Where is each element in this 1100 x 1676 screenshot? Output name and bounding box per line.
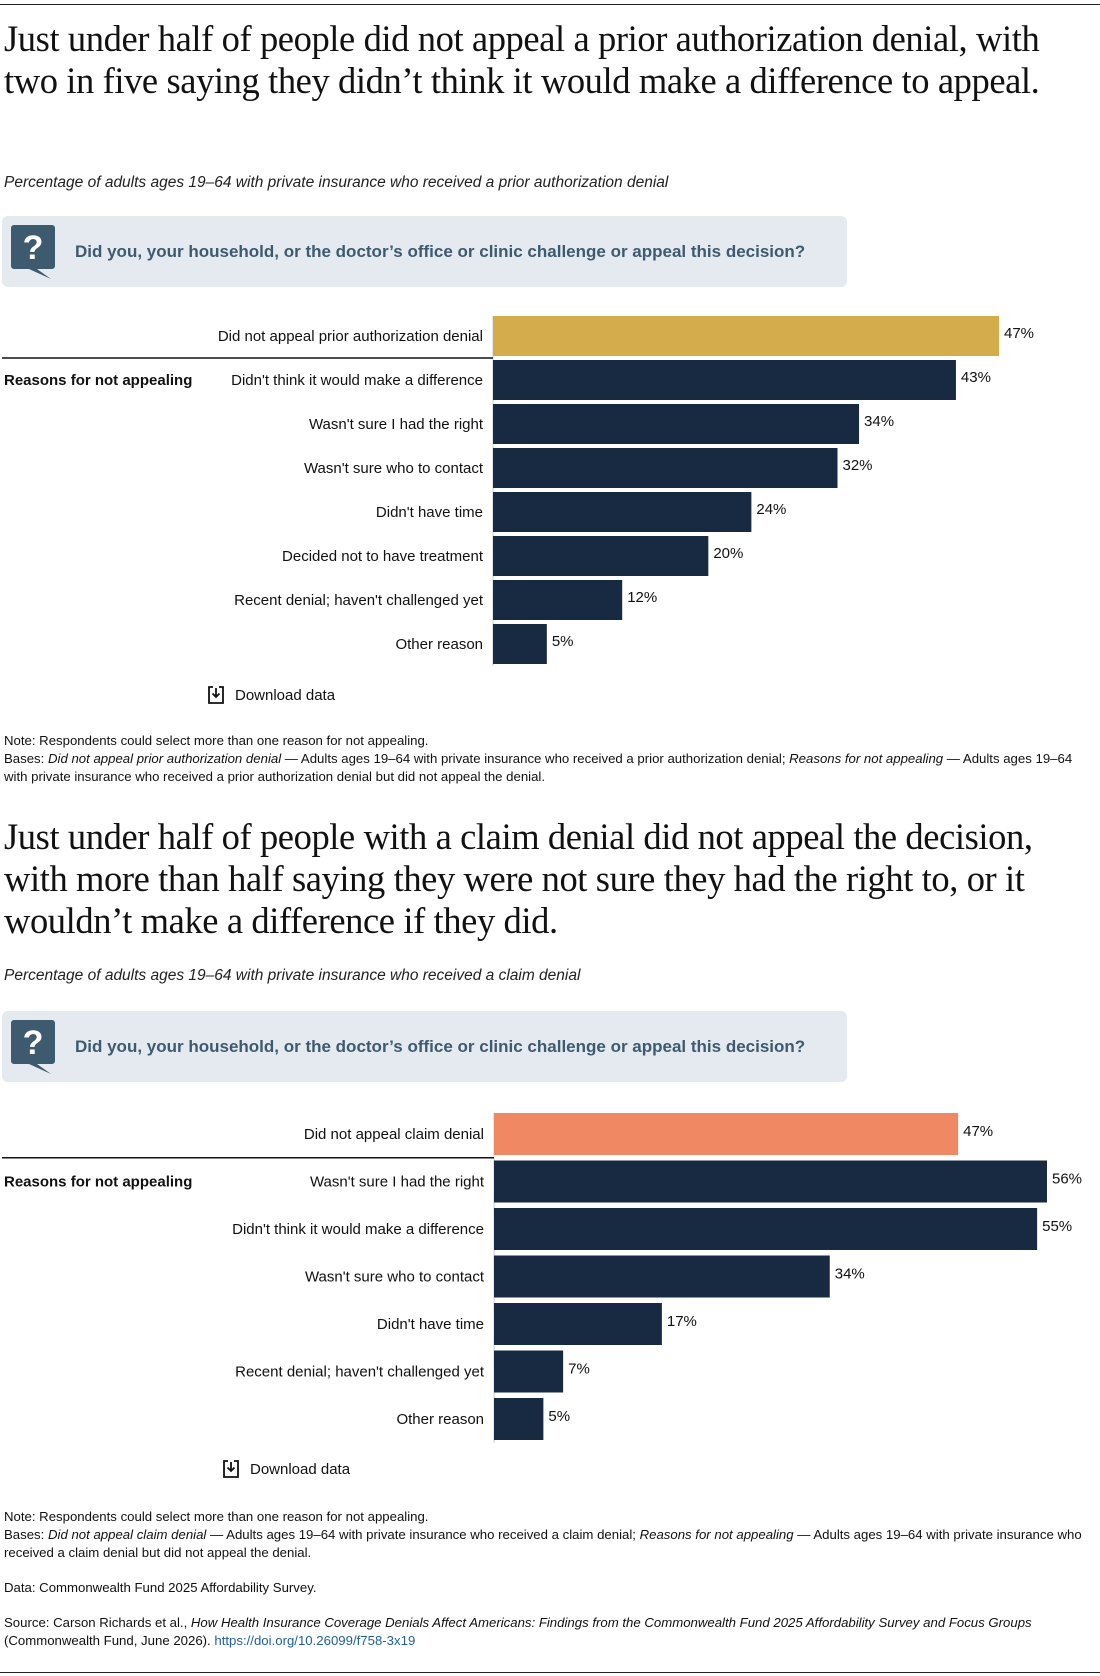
download-label: Download data xyxy=(250,1460,351,1478)
chart-svg: Did not appeal claim denial 47% Wasn't sur… xyxy=(2,1113,1082,1443)
value-label: 56% xyxy=(1052,1171,1082,1188)
value-label: 47% xyxy=(963,1123,993,1140)
question-text-1: Did you, your household, or the doctor’s… xyxy=(75,242,806,261)
bar xyxy=(494,1303,662,1345)
category-label: Did not appeal claim denial xyxy=(304,1126,484,1143)
source-citation: Source: Carson Richards et al., How Heal… xyxy=(4,1615,1032,1648)
download-label: Download data xyxy=(235,686,336,704)
bar xyxy=(493,536,709,576)
value-label: 5% xyxy=(548,1408,570,1425)
bar-chart-1: Did not appeal prior authorization denia… xyxy=(0,316,1100,676)
value-label: 12% xyxy=(627,589,657,606)
note-text: Note: Respondents could select more than… xyxy=(4,733,429,748)
headline-2: Just under half of people with a claim d… xyxy=(4,816,1033,941)
note-text: Note: Respondents could select more than… xyxy=(4,1509,429,1524)
bar-chart-2: Did not appeal claim denial 47% Wasn't sur… xyxy=(0,1113,1100,1453)
value-label: 20% xyxy=(713,545,743,562)
subtitle-1: Percentage of adults ages 19–64 with pri… xyxy=(4,174,669,191)
category-label: Didn't have time xyxy=(376,504,483,521)
value-label: 34% xyxy=(864,413,894,430)
category-label: Recent denial; haven't challenged yet xyxy=(235,1364,485,1381)
category-label: Wasn't sure I had the right xyxy=(309,416,484,433)
chart-svg: Did not appeal prior authorization denia… xyxy=(2,316,1034,666)
bar xyxy=(493,624,547,664)
bar-highlight xyxy=(493,316,999,356)
value-label: 24% xyxy=(756,501,786,518)
notes-1: Note: Respondents could select more than… xyxy=(4,732,1089,786)
category-label: Other reason xyxy=(395,636,483,653)
category-label: Wasn't sure who to contact xyxy=(305,1269,485,1286)
category-label: Didn't have time xyxy=(377,1316,484,1333)
download-data-button-2[interactable]: Download data xyxy=(222,1459,350,1479)
download-icon xyxy=(208,686,224,704)
download-data-button-1[interactable]: Download data xyxy=(207,685,335,705)
value-label: 47% xyxy=(1004,325,1034,342)
svg-text:?: ? xyxy=(23,229,44,267)
data-source-line: Data: Commonwealth Fund 2025 Affordabili… xyxy=(4,1580,317,1595)
bases-text: Bases: Did not appeal prior authorizatio… xyxy=(4,751,1073,784)
value-label: 43% xyxy=(961,369,991,386)
bar xyxy=(494,1350,564,1393)
bar xyxy=(493,580,623,620)
question-text-2: Did you, your household, or the doctor’s… xyxy=(75,1037,806,1056)
bases-text: Bases: Did not appeal claim denial — Adu… xyxy=(4,1527,1082,1560)
value-label: 17% xyxy=(667,1313,697,1330)
bottom-rule xyxy=(0,1672,1100,1673)
value-label: 55% xyxy=(1042,1218,1072,1235)
svg-text:?: ? xyxy=(23,1024,44,1062)
value-label: 32% xyxy=(843,457,873,474)
category-label: Recent denial; haven't challenged yet xyxy=(234,592,484,609)
category-label: Did not appeal prior authorization denia… xyxy=(218,328,483,345)
download-icon xyxy=(223,1460,239,1478)
category-label: Decided not to have treatment xyxy=(282,548,484,565)
question-box-1: ? Did you, your household, or the doctor… xyxy=(2,216,847,287)
category-label: Didn't think it would make a difference xyxy=(232,1221,484,1238)
category-label: Other reason xyxy=(396,1411,484,1428)
question-icon: ? xyxy=(11,1020,55,1074)
bar xyxy=(494,1208,1038,1250)
bar xyxy=(494,1255,830,1298)
headline-1: Just under half of people did not appeal… xyxy=(4,18,1040,101)
value-label: 34% xyxy=(835,1266,865,1283)
subtitle-2: Percentage of adults ages 19–64 with pri… xyxy=(4,967,581,984)
value-label: 5% xyxy=(552,633,574,650)
notes-2: Note: Respondents could select more than… xyxy=(4,1508,1089,1650)
category-label: Didn't think it would make a difference xyxy=(231,372,483,389)
section-label: Reasons for not appealing xyxy=(4,1174,192,1191)
bar xyxy=(493,492,752,532)
bar xyxy=(494,1398,544,1440)
bar xyxy=(493,404,860,444)
doi-link[interactable]: https://doi.org/10.26099/f758-3x19 xyxy=(214,1633,416,1648)
bar xyxy=(494,1160,1047,1203)
category-label: Wasn't sure I had the right xyxy=(310,1174,485,1191)
bar-highlight xyxy=(494,1113,959,1155)
value-label: 7% xyxy=(568,1361,590,1378)
section-label: Reasons for not appealing xyxy=(4,372,192,389)
bar xyxy=(493,448,838,488)
category-label: Wasn't sure who to contact xyxy=(304,460,484,477)
question-box-2: ? Did you, your household, or the doctor… xyxy=(2,1011,847,1082)
bar xyxy=(493,360,956,400)
question-icon: ? xyxy=(11,225,55,279)
top-rule xyxy=(0,4,1100,5)
